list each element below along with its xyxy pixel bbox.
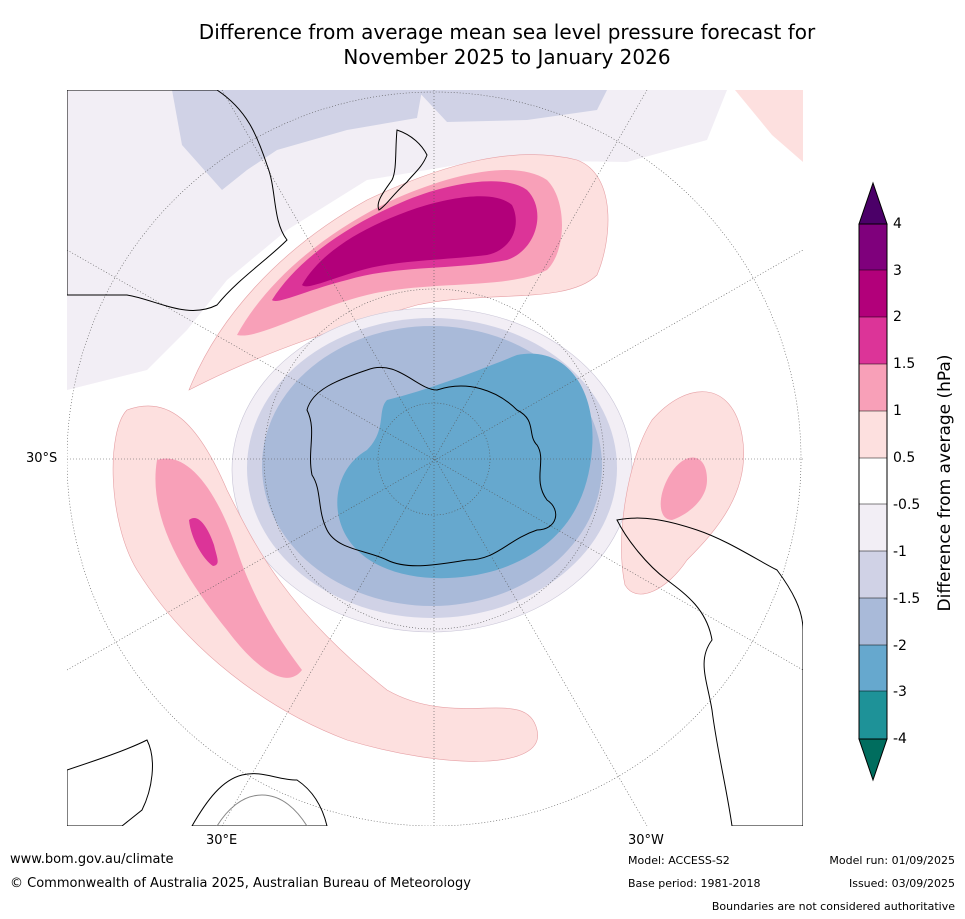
polar-map bbox=[67, 90, 803, 826]
lon-label-30e: 30°E bbox=[206, 833, 238, 848]
colorbar-band-1-5-2 bbox=[859, 317, 887, 364]
colorbar-band-m3-m4 bbox=[859, 691, 887, 739]
anomaly-neg-2-antarctic bbox=[337, 353, 593, 579]
anomaly-pos-2-tasman bbox=[302, 196, 516, 287]
colorbar-title: Difference from average (hPa) bbox=[935, 354, 955, 612]
footer-model: Model: ACCESS-S2 bbox=[628, 854, 730, 867]
map-title: Difference from average mean sea level p… bbox=[0, 20, 965, 70]
lat-label-30s: 30°S bbox=[26, 451, 58, 466]
colorbar-label-3: 3 bbox=[893, 263, 902, 279]
colorbar-frame bbox=[858, 223, 888, 740]
colorbar-band-3-4 bbox=[859, 224, 887, 270]
colorbar-label-m1: -1 bbox=[893, 544, 907, 560]
colorbar-label-1: 1 bbox=[893, 403, 902, 419]
colorbar-label-m2: -2 bbox=[893, 638, 907, 654]
graticule bbox=[67, 90, 803, 826]
colorbar-band-neutral bbox=[859, 458, 887, 504]
title-line-1: Difference from average mean sea level p… bbox=[198, 20, 816, 44]
colorbar-label-1-5: 1.5 bbox=[893, 356, 916, 372]
colorbar-label-m4: -4 bbox=[893, 731, 907, 747]
anomaly-pos-0-5-indian bbox=[112, 405, 538, 762]
colorbar-label-m0-5: -0.5 bbox=[893, 497, 921, 513]
colorbar-top-arrow bbox=[858, 181, 888, 225]
africa-interior-border bbox=[216, 794, 308, 826]
colorbar-label-2: 2 bbox=[893, 309, 902, 325]
footer-copyright: © Commonwealth of Australia 2025, Austra… bbox=[10, 876, 471, 891]
colorbar-ticks bbox=[859, 269, 887, 692]
anomaly-neg-1-northwest bbox=[172, 90, 422, 190]
australia-coastline bbox=[67, 90, 288, 311]
colorbar-band-m1-m1-5 bbox=[859, 551, 887, 598]
anomaly-pos-weak-northeast bbox=[735, 90, 803, 162]
title-line-2: November 2025 to January 2026 bbox=[343, 45, 671, 69]
colorbar-band-1-1-5 bbox=[859, 364, 887, 411]
footer-url[interactable]: www.bom.gov.au/climate bbox=[10, 852, 174, 867]
colorbar-bottom-arrow bbox=[858, 738, 888, 782]
africa-coastline bbox=[67, 739, 328, 826]
colorbar bbox=[858, 181, 888, 782]
footer-model-run: Model run: 01/09/2025 bbox=[829, 854, 955, 867]
footer-base-period: Base period: 1981-2018 bbox=[628, 877, 761, 890]
colorbar-band-m0-5-m1 bbox=[859, 504, 887, 551]
anomaly-neg-1-north bbox=[417, 90, 607, 122]
antarctica-coastline bbox=[306, 366, 557, 567]
lon-label-30w: 30°W bbox=[628, 833, 664, 848]
footer-issued: Issued: 03/09/2025 bbox=[848, 877, 955, 890]
south-america-coastline bbox=[616, 517, 803, 826]
colorbar-band-m2-m3 bbox=[859, 645, 887, 691]
colorbar-band-2-3 bbox=[859, 270, 887, 317]
colorbar-band-0-5-1 bbox=[859, 411, 887, 458]
colorbar-label-m1-5: -1.5 bbox=[893, 591, 921, 607]
colorbar-label-0-5: 0.5 bbox=[893, 450, 916, 466]
anomaly-pos-1-5-indian bbox=[189, 518, 218, 566]
colorbar-band-m1-5-m2 bbox=[859, 598, 887, 645]
new-zealand-coastline bbox=[377, 129, 428, 211]
colorbar-label-4: 4 bbox=[893, 216, 902, 232]
anomaly-pos-1-atlantic bbox=[660, 457, 707, 520]
anomaly-pos-1-indian bbox=[155, 458, 302, 678]
footer-disclaimer: Boundaries are not considered authoritat… bbox=[711, 900, 955, 913]
colorbar-label-m3: -3 bbox=[893, 684, 907, 700]
